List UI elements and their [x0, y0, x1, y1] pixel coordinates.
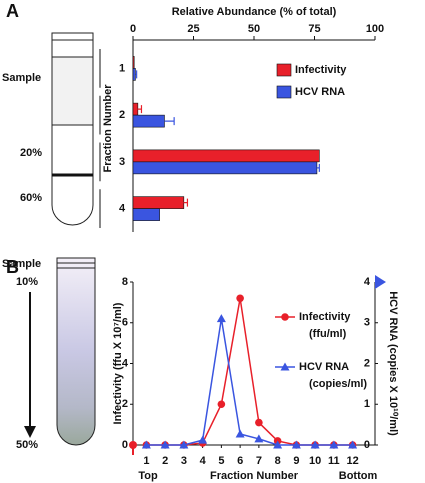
- marker: [329, 440, 339, 449]
- tube-label: 10%: [16, 276, 38, 288]
- error-bar: [316, 163, 320, 172]
- marker: [198, 435, 208, 444]
- y-tick-label: 4: [122, 357, 129, 369]
- x-tick-label: 1: [143, 455, 149, 467]
- marker: [291, 440, 301, 449]
- y-axis-title: Infectivity (ffu X 10⁷/ml): [112, 302, 124, 424]
- x-tick-label: 0: [130, 23, 136, 35]
- marker: [179, 440, 189, 449]
- x-tick-label: 12: [347, 455, 359, 467]
- tube-label: 60%: [20, 192, 42, 204]
- x-tick-label: 11: [328, 455, 340, 467]
- bar: [132, 161, 318, 175]
- x-tick-label: 9: [293, 455, 299, 467]
- legend-label: Infectivity: [299, 311, 351, 323]
- x-tick-label: 2: [162, 455, 168, 467]
- marker: [160, 440, 170, 449]
- legend-marker: [280, 362, 290, 371]
- x-tick-label: 3: [181, 455, 187, 467]
- marker: [217, 400, 226, 409]
- y-tick-label: 2: [122, 398, 128, 410]
- bar: [132, 102, 139, 116]
- tube-label: Sample: [2, 72, 41, 84]
- legend-label: HCV RNA: [299, 361, 349, 373]
- y-tick-label: 8: [122, 276, 128, 288]
- y-tick-label: 3: [119, 156, 125, 168]
- legend-marker: [281, 313, 289, 321]
- marker: [216, 314, 226, 323]
- x-tick-label: 4: [200, 455, 207, 467]
- marker: [255, 418, 263, 427]
- legend-label: HCV RNA: [295, 86, 345, 98]
- y2-tick-label: 1: [364, 398, 370, 410]
- error-bar: [183, 198, 189, 207]
- x-tick-label: 100: [366, 23, 384, 35]
- bar: [132, 149, 320, 163]
- bar: [132, 208, 160, 221]
- bar: [132, 196, 185, 209]
- y2-tick-label: 4: [364, 276, 371, 288]
- legend-label: Infectivity: [295, 64, 347, 76]
- tube-label: 20%: [20, 147, 42, 159]
- x-tick-label: 50: [248, 23, 260, 35]
- marker: [235, 429, 245, 438]
- marker: [141, 440, 151, 449]
- y-tick-label: 1: [119, 62, 125, 74]
- x-tick-label: 6: [237, 455, 243, 467]
- error-bar: [137, 105, 143, 114]
- axis-marker: [129, 441, 137, 449]
- legend-swatch: [276, 85, 292, 99]
- tube-label: 50%: [16, 439, 38, 451]
- bar: [132, 56, 135, 69]
- series-line: [146, 318, 353, 446]
- axis-marker: [375, 275, 386, 289]
- x-tick-label: 5: [218, 455, 224, 467]
- x-axis-title: Fraction Number: [210, 470, 299, 482]
- x-axis-title: Relative Abundance (% of total): [172, 6, 337, 18]
- tube-a: [51, 32, 94, 226]
- marker: [273, 440, 283, 449]
- tube-b: [24, 257, 96, 446]
- panel-label: A: [6, 1, 19, 21]
- x-end-label: Top: [138, 470, 158, 482]
- y2-tick-label: 2: [364, 357, 370, 369]
- bar: [132, 68, 136, 81]
- legend-swatch: [276, 63, 292, 77]
- y-tick-label: 0: [122, 439, 128, 451]
- legend-unit: (ffu/ml): [309, 328, 347, 340]
- y2-tick-label: 0: [364, 439, 370, 451]
- y-tick-label: 2: [119, 109, 125, 121]
- x-tick-label: 25: [187, 23, 199, 35]
- legend-unit: (copies/ml): [309, 378, 367, 390]
- bar: [132, 114, 165, 128]
- marker: [310, 440, 320, 449]
- y2-axis-title: HCV RNA (copies X 10¹⁰/ml): [387, 291, 399, 436]
- x-tick-label: 10: [309, 455, 321, 467]
- y-tick-label: 4: [119, 203, 126, 215]
- x-end-label: Bottom: [339, 470, 378, 482]
- y2-tick-label: 3: [364, 317, 370, 329]
- y-tick-label: 6: [122, 317, 128, 329]
- marker: [254, 434, 264, 443]
- error-bar: [164, 117, 175, 126]
- x-tick-label: 7: [256, 455, 262, 467]
- y-axis-title: Fraction Number: [102, 84, 114, 173]
- marker: [348, 440, 358, 449]
- x-tick-label: 8: [275, 455, 281, 467]
- panel-label: B: [6, 257, 19, 277]
- x-tick-label: 75: [308, 23, 320, 35]
- marker: [236, 294, 244, 303]
- error-bar: [135, 70, 138, 79]
- tube-label: Sample: [2, 258, 41, 270]
